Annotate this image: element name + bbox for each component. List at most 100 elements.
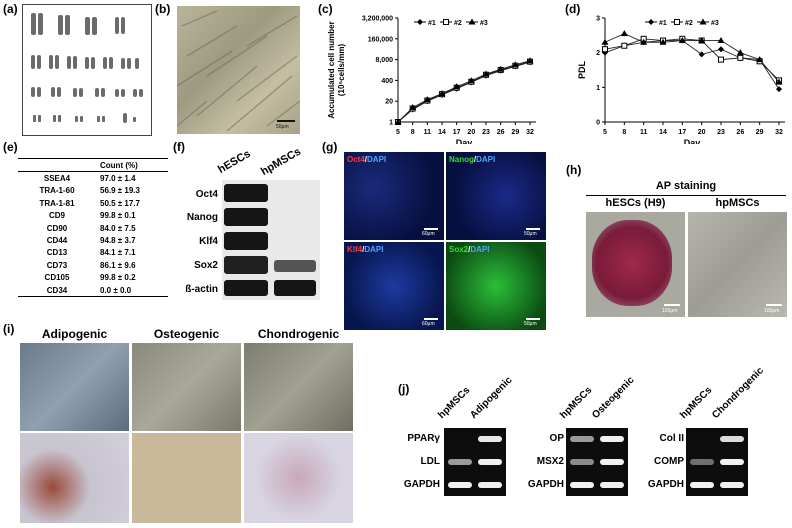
if-tile-nanog: Nanog/DAPI 50μm	[446, 152, 546, 240]
legend-label: #2	[454, 20, 462, 27]
x-tick-label: 20	[698, 129, 706, 136]
y-axis-label: Accumulated cell number	[327, 21, 336, 118]
x-tick-label: 23	[482, 129, 490, 136]
if-tile-sox2: Sox2/DAPI 50μm	[446, 242, 546, 330]
panel-d-label: (d)	[565, 2, 581, 16]
data-point	[756, 56, 764, 63]
karyotype-image	[22, 4, 152, 136]
table-row: TRA-1-60 56.9 ± 19.3	[18, 185, 168, 197]
scale-label: 50μm	[524, 321, 537, 327]
table-row: CD73 86.1 ± 9.6	[18, 259, 168, 271]
scale-bar	[424, 318, 438, 320]
scale-label: 100μm	[764, 308, 780, 314]
x-tick-label: 11	[640, 129, 648, 136]
legend-label: #1	[659, 20, 667, 27]
band-actin-hescs	[224, 280, 268, 296]
x-tick-label: 8	[411, 129, 415, 136]
diff-col-adipogenic: Adipogenic	[41, 327, 108, 341]
marker-klf4: Klf4	[347, 245, 363, 254]
panel-e-label: (e)	[3, 140, 18, 154]
y-tick-label: 8,000	[375, 57, 393, 64]
data-point	[409, 104, 417, 111]
marker-oct4: Oct4	[347, 155, 365, 164]
series-line	[604, 40, 780, 90]
lane-label: Adipogenic	[468, 374, 515, 421]
legend-marker	[674, 19, 680, 25]
sep: /	[468, 245, 471, 254]
x-tick-label: 5	[603, 129, 607, 136]
hpmsc-phase-image: 50μm	[177, 6, 300, 134]
data-point	[394, 118, 402, 125]
lane-label: hpMSCs	[678, 384, 715, 421]
marker-value: 0.0 ± 0.0	[100, 285, 132, 295]
lane-label: hpMSCs	[436, 384, 473, 421]
table-row: CD34 0.0 ± 0.0	[18, 284, 168, 296]
gel-chondrogenic	[686, 428, 748, 496]
dapi: DAPI	[364, 245, 384, 254]
ap-title-rule	[586, 195, 786, 196]
data-point	[438, 90, 446, 97]
table-row: TRA-1-81 50.5 ± 17.7	[18, 197, 168, 209]
table-row: CD9 99.8 ± 0.1	[18, 210, 168, 222]
band-klf4-hescs	[224, 232, 268, 250]
lane-label-hpmscs: hpMSCs	[259, 145, 304, 178]
data-point	[497, 65, 505, 72]
marker-name: CD34	[46, 285, 68, 295]
y-tick-label: 0	[596, 120, 600, 127]
panel-b-label: (b)	[155, 2, 171, 16]
x-tick-label: 23	[717, 129, 725, 136]
sep: /	[364, 155, 368, 164]
blot-label-oct4: Oct4	[195, 189, 218, 200]
table-row: SSEA4 97.0 ± 1.4	[18, 172, 168, 184]
y-tick-label: 3,200,000	[362, 16, 393, 23]
scale-bar	[664, 304, 680, 306]
data-point	[602, 46, 608, 53]
x-tick-label: 14	[438, 129, 446, 136]
gel-adipogenic	[444, 428, 506, 496]
series-line	[604, 33, 780, 83]
legend-label: #2	[685, 20, 693, 27]
data-point	[482, 70, 490, 77]
legend-marker	[648, 19, 654, 25]
blot-label-sox2: Sox2	[194, 260, 218, 271]
if-tile-oct4: Oct4/DAPI 60μm	[344, 152, 444, 240]
x-tick-label: 11	[424, 129, 432, 136]
ap-image-hescs: 100μm	[586, 212, 685, 317]
ap-image-hpmscs: 100μm	[688, 212, 787, 317]
table-row: CD105 99.8 ± 0.2	[18, 272, 168, 284]
sep: /	[362, 245, 365, 254]
gene-label: Col II	[659, 433, 684, 444]
growth-curve-chart: 5 8 11 14 17 20 23 26 29 32 Day 3,200,000 160,000 8,0…	[327, 16, 536, 144]
marker-name: CD73	[46, 260, 68, 270]
gene-label: PPARγ	[407, 433, 440, 444]
blot-label-actin: ß-actin	[185, 284, 218, 295]
panel-j-label: (j)	[398, 382, 410, 396]
cell-texture	[177, 10, 300, 132]
table-header-cell: Count (%)	[100, 160, 138, 170]
adipogenic-oilred-image	[20, 433, 129, 523]
x-tick-label: 26	[736, 129, 744, 136]
scale-label: 60μm	[422, 231, 435, 237]
x-tick-label: 29	[511, 129, 519, 136]
data-point	[526, 57, 534, 64]
osteogenic-stain-image	[132, 433, 241, 523]
x-axis-label: Day	[684, 138, 701, 144]
scale-label: 60μm	[422, 321, 435, 327]
marker-name: SSEA4	[43, 174, 71, 184]
gel-osteogenic	[566, 428, 628, 496]
y-tick-label: 1	[389, 120, 393, 127]
ap-col-hescs: hESCs (H9)	[605, 197, 666, 209]
scale-label: 50μm	[276, 124, 289, 130]
y-axis-label: PDL	[577, 60, 587, 79]
data-point	[621, 42, 628, 49]
series-line	[397, 61, 531, 123]
x-tick-label: 29	[756, 129, 764, 136]
y-axis-label-units: (10⁵cells/mm)	[337, 44, 346, 97]
dapi: DAPI	[476, 155, 496, 164]
legend-label: #1	[428, 20, 436, 27]
ap-staining-title: AP staining	[655, 180, 717, 192]
data-point	[737, 54, 744, 61]
table-row: CD13 84.1 ± 7.1	[18, 247, 168, 259]
x-tick-label: 32	[526, 129, 534, 136]
